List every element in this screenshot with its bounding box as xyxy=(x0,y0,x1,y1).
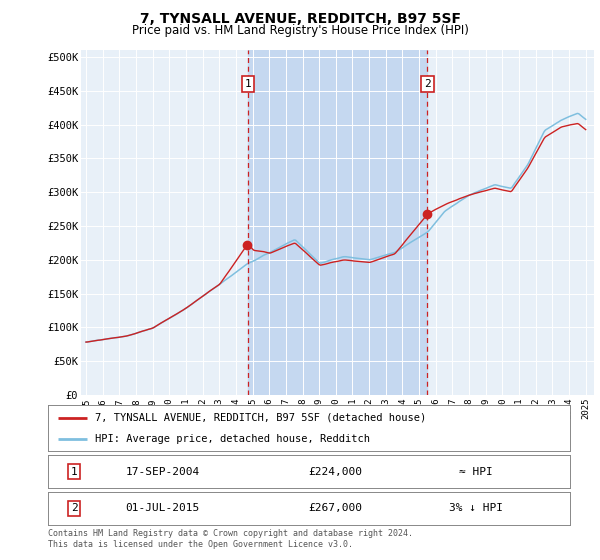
Text: 2: 2 xyxy=(71,503,77,514)
Text: Price paid vs. HM Land Registry's House Price Index (HPI): Price paid vs. HM Land Registry's House … xyxy=(131,24,469,37)
Text: Contains HM Land Registry data © Crown copyright and database right 2024.
This d: Contains HM Land Registry data © Crown c… xyxy=(48,529,413,549)
Text: 7, TYNSALL AVENUE, REDDITCH, B97 5SF (detached house): 7, TYNSALL AVENUE, REDDITCH, B97 5SF (de… xyxy=(95,413,426,423)
Text: 1: 1 xyxy=(244,79,251,89)
Text: £224,000: £224,000 xyxy=(308,466,362,477)
Text: 7, TYNSALL AVENUE, REDDITCH, B97 5SF: 7, TYNSALL AVENUE, REDDITCH, B97 5SF xyxy=(139,12,461,26)
Text: HPI: Average price, detached house, Redditch: HPI: Average price, detached house, Redd… xyxy=(95,435,370,444)
Text: ≈ HPI: ≈ HPI xyxy=(459,466,493,477)
Text: 3% ↓ HPI: 3% ↓ HPI xyxy=(449,503,503,514)
Text: 2: 2 xyxy=(424,79,431,89)
Text: 1: 1 xyxy=(71,466,77,477)
Text: £267,000: £267,000 xyxy=(308,503,362,514)
Text: 01-JUL-2015: 01-JUL-2015 xyxy=(126,503,200,514)
Text: 17-SEP-2004: 17-SEP-2004 xyxy=(126,466,200,477)
Bar xyxy=(248,50,427,395)
